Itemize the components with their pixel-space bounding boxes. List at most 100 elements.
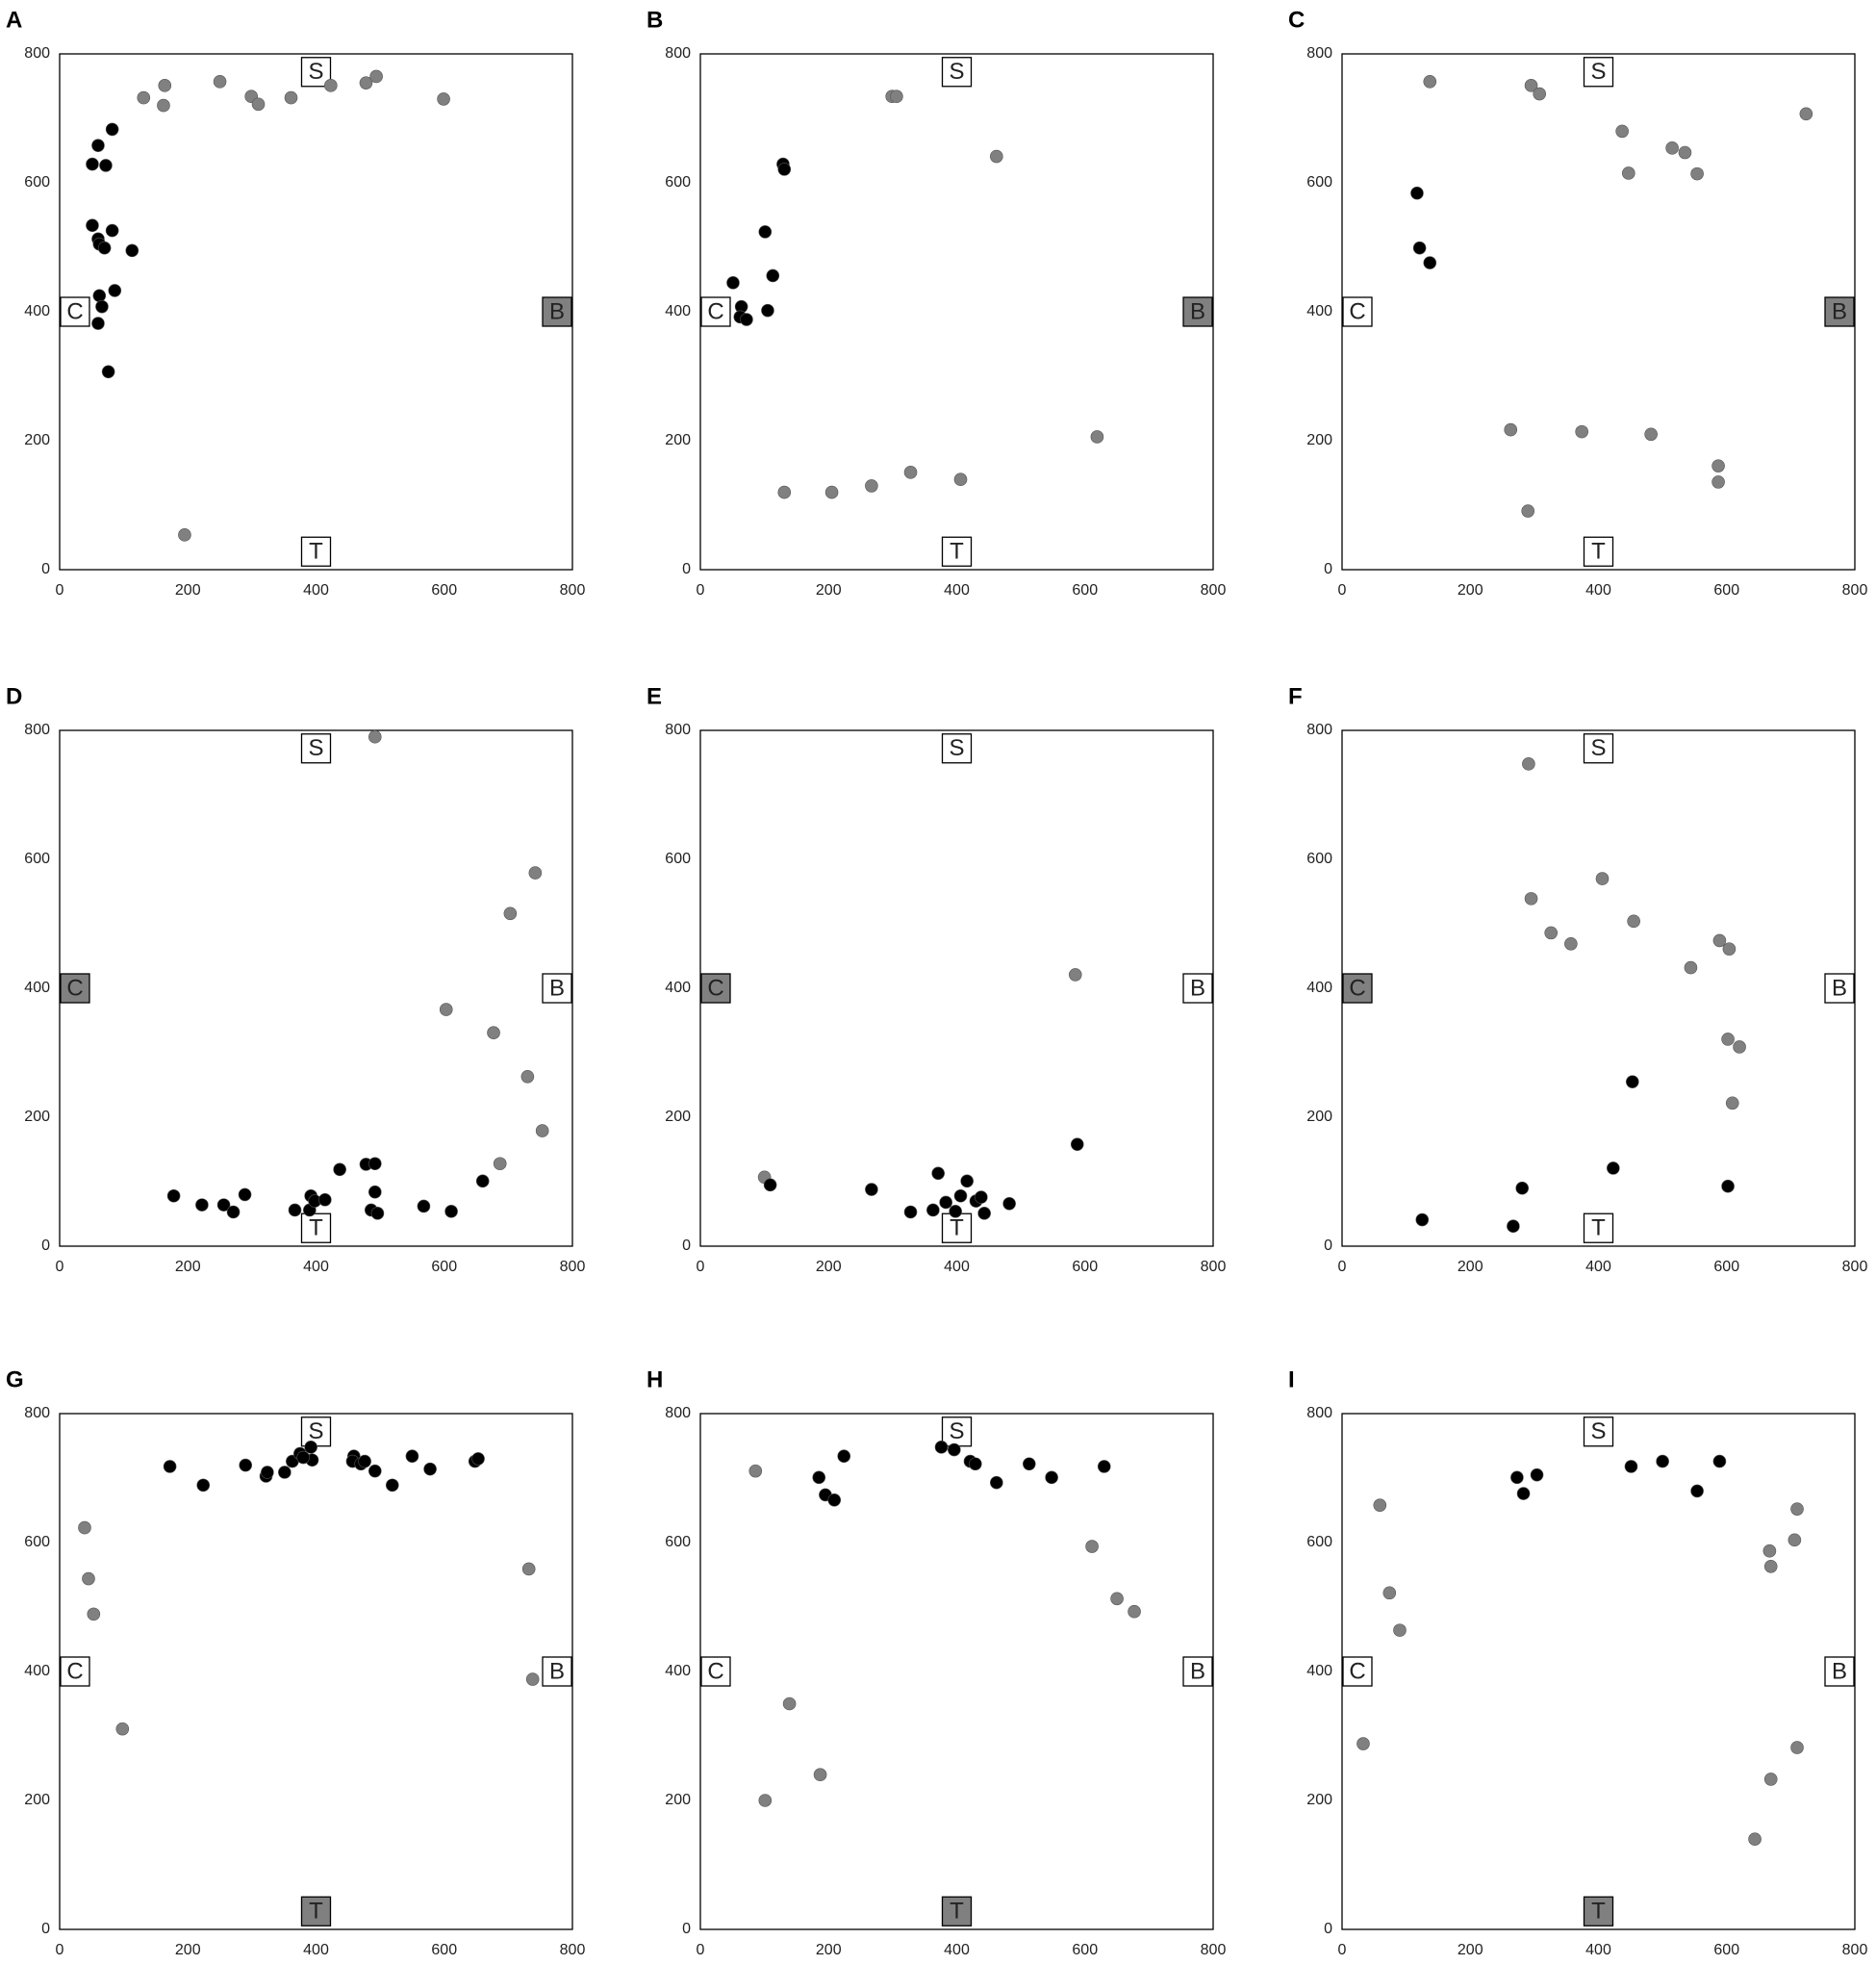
data-point: [288, 1203, 302, 1217]
anchor-label: S: [1590, 59, 1606, 85]
x-tick-label: 400: [944, 582, 970, 599]
data-point: [1763, 1773, 1778, 1786]
x-tick-label: 0: [697, 1942, 705, 1958]
anchor-box: [1583, 536, 1614, 567]
anchor-label: C: [1349, 298, 1365, 324]
anchor-label: S: [949, 59, 964, 85]
data-point: [368, 1464, 382, 1478]
data-point: [1684, 960, 1698, 975]
data-point: [101, 365, 115, 379]
anchor-box: [542, 1656, 572, 1687]
data-point: [1373, 1498, 1387, 1512]
anchor-label: C: [1349, 975, 1365, 1001]
anchor-label: S: [308, 1418, 323, 1444]
data-point: [108, 284, 122, 297]
x-tick-label: 0: [697, 582, 705, 599]
anchor-label: B: [1190, 975, 1205, 1001]
data-point: [1665, 141, 1679, 155]
data-point: [1507, 1219, 1520, 1234]
data-point: [1622, 166, 1635, 180]
panel: I 0 200 400 600 800 0 200 400 600 800 S T C B: [1288, 1366, 1867, 1958]
data-point: [1790, 1502, 1804, 1516]
data-point: [1615, 124, 1629, 139]
data-point: [1393, 1623, 1407, 1637]
y-tick-label: 600: [665, 174, 691, 191]
anchor-label: C: [707, 298, 723, 324]
anchor-box: [542, 296, 572, 327]
panel-label: B: [646, 7, 663, 33]
data-point: [437, 92, 450, 106]
data-point: [385, 1478, 399, 1493]
data-point: [1045, 1470, 1058, 1485]
data-point: [939, 1195, 952, 1210]
data-point: [949, 1205, 962, 1218]
panel-label: F: [1288, 683, 1303, 709]
anchor-label: T: [950, 539, 964, 565]
data-point: [726, 276, 740, 290]
anchor-box: [1583, 1896, 1614, 1927]
data-point: [521, 1562, 536, 1576]
data-point: [304, 1441, 317, 1454]
anchor-label: C: [707, 1658, 723, 1684]
data-point: [1763, 1559, 1778, 1573]
anchor-label: T: [950, 1899, 964, 1925]
plot-frame: [59, 53, 573, 571]
data-point: [520, 1069, 535, 1084]
y-tick-label: 200: [1306, 1109, 1332, 1125]
y-tick-label: 600: [665, 1534, 691, 1550]
y-tick-label: 400: [665, 1663, 691, 1679]
data-point: [763, 1178, 777, 1192]
data-point: [865, 479, 878, 493]
data-point: [226, 1205, 241, 1219]
data-point: [1412, 241, 1427, 255]
data-point: [926, 1203, 940, 1217]
y-tick-label: 600: [1306, 1534, 1332, 1550]
data-point: [903, 1205, 918, 1219]
x-tick-label: 400: [303, 582, 329, 599]
y-tick-label: 600: [24, 174, 50, 191]
y-tick-label: 400: [1306, 303, 1332, 319]
plot-frame: [1341, 1413, 1856, 1930]
data-point: [865, 1183, 878, 1196]
data-point: [1070, 1137, 1084, 1151]
data-point: [1510, 1470, 1524, 1485]
data-point: [1544, 926, 1558, 940]
anchor-label: C: [66, 1658, 83, 1684]
anchor-label: B: [549, 298, 565, 324]
y-tick-label: 800: [1306, 45, 1332, 62]
y-tick-label: 200: [665, 432, 691, 448]
plot-frame: [699, 53, 1214, 571]
data-point: [105, 223, 119, 238]
y-tick-label: 0: [1324, 1921, 1332, 1937]
anchor-box: [300, 1212, 332, 1243]
anchor-label: B: [1190, 1658, 1205, 1684]
anchor-box: [1342, 973, 1373, 1004]
data-point: [740, 313, 753, 326]
anchor-box: [700, 296, 731, 327]
data-point: [1522, 757, 1535, 771]
x-tick-label: 800: [1842, 582, 1868, 599]
data-point: [475, 1174, 490, 1188]
data-point: [990, 149, 1003, 164]
data-point: [1721, 1179, 1735, 1193]
data-point: [1575, 424, 1588, 439]
data-point: [1515, 1181, 1530, 1195]
panel-label: A: [6, 7, 22, 33]
plot-frame: [699, 729, 1214, 1247]
data-point: [1712, 1454, 1727, 1468]
anchor-label: B: [1832, 1658, 1847, 1684]
data-point: [782, 1697, 797, 1711]
y-tick-label: 800: [24, 45, 50, 62]
y-tick-label: 0: [682, 561, 691, 577]
x-tick-label: 200: [1458, 1942, 1483, 1958]
data-point: [239, 1458, 253, 1472]
data-point: [1097, 1460, 1111, 1473]
data-point: [1711, 459, 1725, 472]
y-tick-label: 0: [682, 1921, 691, 1937]
data-point: [1415, 1212, 1430, 1227]
data-point: [960, 1174, 974, 1188]
anchor-box: [1182, 973, 1213, 1004]
x-tick-label: 600: [431, 1942, 457, 1958]
data-point: [934, 1441, 949, 1454]
x-tick-label: 0: [56, 1942, 64, 1958]
